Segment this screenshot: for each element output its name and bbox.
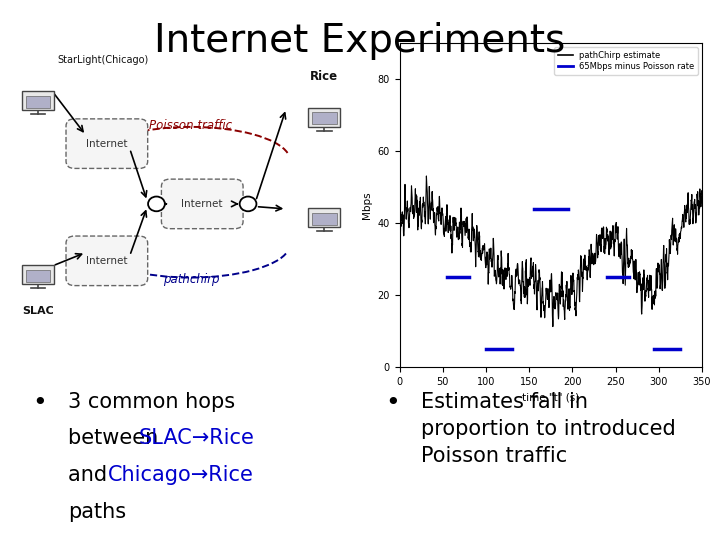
- FancyBboxPatch shape: [312, 112, 337, 124]
- Legend: pathChirp estimate, 65Mbps minus Poisson rate: pathChirp estimate, 65Mbps minus Poisson…: [554, 48, 698, 75]
- Circle shape: [240, 197, 256, 211]
- FancyBboxPatch shape: [22, 265, 54, 284]
- FancyBboxPatch shape: [308, 208, 341, 227]
- Text: •: •: [32, 392, 47, 415]
- FancyBboxPatch shape: [66, 119, 148, 168]
- Text: Estimates fall in
proportion to introduced
Poisson traffic: Estimates fall in proportion to introduc…: [421, 392, 676, 466]
- Text: between: between: [68, 428, 166, 448]
- FancyBboxPatch shape: [161, 179, 243, 228]
- Text: Internet: Internet: [86, 139, 127, 148]
- Text: •: •: [385, 392, 400, 415]
- Text: SLAC: SLAC: [22, 306, 54, 316]
- Text: Internet: Internet: [181, 199, 223, 209]
- FancyBboxPatch shape: [26, 269, 50, 282]
- FancyBboxPatch shape: [66, 236, 148, 286]
- Text: Chicago→Rice: Chicago→Rice: [108, 465, 254, 485]
- Text: Rice: Rice: [310, 70, 338, 83]
- Y-axis label: Mbps: Mbps: [362, 191, 372, 219]
- FancyBboxPatch shape: [308, 108, 341, 127]
- Circle shape: [148, 197, 165, 211]
- Text: 3 common hops: 3 common hops: [68, 392, 235, 411]
- Text: StarLight(Chicago): StarLight(Chicago): [58, 55, 148, 65]
- Text: Poisson traffic: Poisson traffic: [149, 119, 233, 132]
- Text: Internet Experiments: Internet Experiments: [154, 22, 566, 59]
- Text: Internet: Internet: [86, 256, 127, 266]
- Text: paths: paths: [68, 502, 127, 522]
- Text: and: and: [68, 465, 114, 485]
- Text: SLAC→Rice: SLAC→Rice: [139, 428, 255, 448]
- FancyBboxPatch shape: [22, 91, 54, 110]
- FancyBboxPatch shape: [26, 96, 50, 107]
- X-axis label: time "t" (s): time "t" (s): [522, 393, 580, 402]
- Text: pathchirp: pathchirp: [163, 273, 219, 286]
- FancyBboxPatch shape: [312, 213, 337, 225]
